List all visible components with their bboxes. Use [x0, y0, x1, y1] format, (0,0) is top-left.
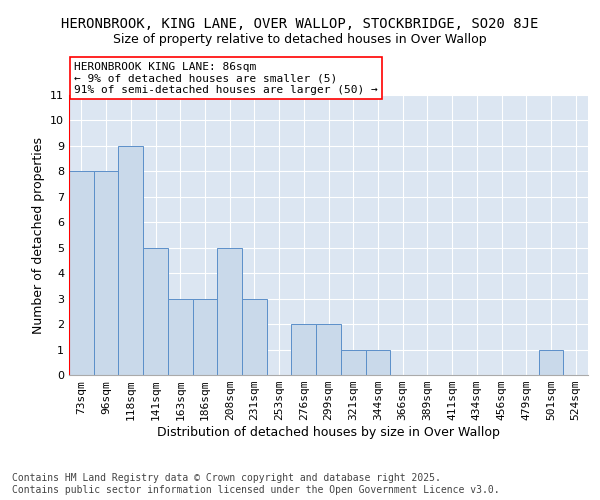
Text: HERONBROOK KING LANE: 86sqm
← 9% of detached houses are smaller (5)
91% of semi-: HERONBROOK KING LANE: 86sqm ← 9% of deta… — [74, 62, 378, 95]
Bar — [193, 298, 217, 375]
Bar — [242, 298, 267, 375]
Bar — [94, 172, 118, 375]
Bar — [118, 146, 143, 375]
Bar — [316, 324, 341, 375]
Bar — [365, 350, 390, 375]
Bar — [539, 350, 563, 375]
Bar — [217, 248, 242, 375]
Bar — [69, 172, 94, 375]
Bar — [341, 350, 365, 375]
Text: Size of property relative to detached houses in Over Wallop: Size of property relative to detached ho… — [113, 32, 487, 46]
Text: HERONBROOK, KING LANE, OVER WALLOP, STOCKBRIDGE, SO20 8JE: HERONBROOK, KING LANE, OVER WALLOP, STOC… — [61, 18, 539, 32]
X-axis label: Distribution of detached houses by size in Over Wallop: Distribution of detached houses by size … — [157, 426, 500, 439]
Bar — [168, 298, 193, 375]
Text: Contains HM Land Registry data © Crown copyright and database right 2025.
Contai: Contains HM Land Registry data © Crown c… — [12, 474, 500, 495]
Y-axis label: Number of detached properties: Number of detached properties — [32, 136, 44, 334]
Bar — [292, 324, 316, 375]
Bar — [143, 248, 168, 375]
